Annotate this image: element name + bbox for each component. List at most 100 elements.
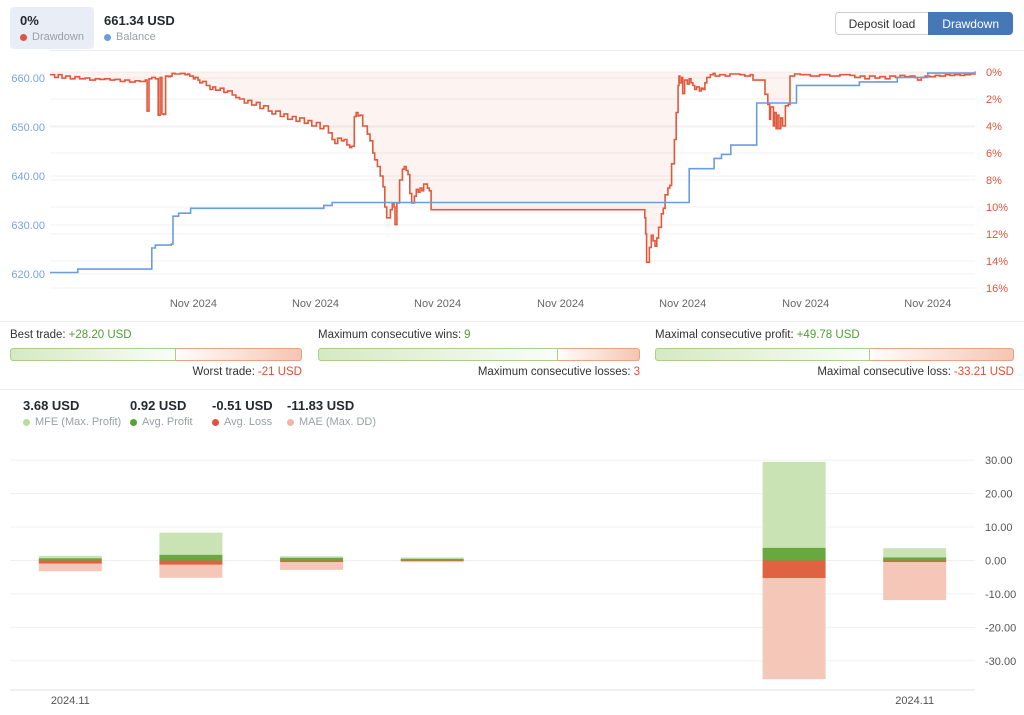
x-axis-tick-label: 2024.11 [51, 695, 90, 707]
right-axis-tick-label: 12% [986, 229, 1008, 241]
bars-group [38, 461, 947, 680]
gridlines-group [10, 459, 975, 662]
avg-loss-bar-segment [280, 560, 344, 563]
header-divider [50, 50, 1024, 51]
mfe-bar-segment [280, 556, 344, 558]
metric-mae: -11.83 USD MAE (Max. DD) [287, 399, 376, 428]
y-axis-tick-label: 0.00 [985, 556, 1006, 568]
avg-loss-bar-segment [762, 560, 826, 579]
metric-mfe-label: MFE (Max. Profit) [35, 416, 122, 428]
left-axis-tick-label: 630.00 [11, 220, 45, 232]
mae-bar-segment [762, 578, 826, 680]
avg-profit-bar-segment [280, 557, 344, 561]
right-axis-labels: 0% 2% 4% 6% 8% 10% 12% 14% 16% [986, 67, 1008, 295]
mfe-dot-icon [23, 419, 30, 426]
avg-profit-bar-segment [762, 547, 826, 561]
x-axis-tick-label: Nov 2024 [659, 298, 706, 310]
x-axis-tick-label: Nov 2024 [537, 298, 584, 310]
right-axis-tick-label: 16% [986, 283, 1008, 295]
balance-summary-value: 661.34 USD [104, 13, 175, 28]
metric-avg-loss-value: -0.51 USD [212, 398, 273, 413]
metric-avg-profit: 0.92 USD Avg. Profit [130, 399, 193, 428]
consecutive-loss-bar-segment [870, 348, 1014, 361]
balance-drawdown-chart: 660.00 650.00 640.00 630.00 620.00 0% 2% 4% 6% 8%… [0, 50, 1024, 320]
metric-mae-value: -11.83 USD [287, 398, 355, 413]
drawdown-line [50, 72, 976, 264]
mfe-bar-segment [400, 557, 464, 559]
y-axis-tick-label: -10.00 [985, 589, 1016, 601]
right-axis-tick-label: 2% [986, 94, 1002, 106]
consecutive-profit-bar-segment [655, 348, 871, 361]
max-consecutive-losses-label: Maximum consecutive losses: 3 [477, 366, 640, 378]
stats-section: Best trade: +28.20 USD Worst trade: -21 US… [0, 321, 1024, 389]
drawdown-button[interactable]: Drawdown [928, 12, 1013, 35]
max-consecutive-loss-label: Maximal consecutive loss: -33.21 USD [817, 366, 1014, 378]
right-axis-tick-label: 10% [986, 202, 1008, 214]
max-consecutive-profit-label: Maximal consecutive profit: +49.78 USD [655, 329, 860, 341]
y-axis-tick-label: 30.00 [985, 455, 1013, 467]
consecutive-wins-bar-segment [318, 348, 558, 361]
mae-dot-icon [287, 419, 294, 426]
avg-profit-bar-segment [400, 558, 464, 561]
avg-loss-bar-segment [38, 560, 102, 564]
drawdown-summary-label: Drawdown [32, 31, 84, 43]
x-axis-tick-label: Nov 2024 [414, 298, 461, 310]
drawdown-area-fill [50, 72, 975, 263]
consecutive-profit-loss-bar [655, 348, 1014, 361]
x-axis-tick-label: Nov 2024 [170, 298, 217, 310]
best-trade-label: Best trade: +28.20 USD [10, 329, 132, 341]
left-axis-tick-label: 620.00 [11, 269, 45, 281]
stats-bottom-divider [0, 389, 1024, 390]
mfe-mae-bar-chart: 30.00 20.00 10.00 0.00 -10.00 -20.00 -30.00 202… [0, 438, 1024, 715]
balance-summary[interactable]: 661.34 USD Balance [104, 14, 175, 43]
left-axis-tick-label: 650.00 [11, 122, 45, 134]
best-trade-bar-segment [10, 348, 177, 361]
metric-avg-loss: -0.51 USD Avg. Loss [212, 399, 273, 428]
metric-avg-profit-label: Avg. Profit [142, 416, 193, 428]
avg-loss-bar-segment [400, 560, 464, 562]
deposit-load-button[interactable]: Deposit load [834, 12, 929, 35]
x-axis-labels: 2024.11 2024.11 [51, 695, 934, 707]
y-axis-tick-label: -20.00 [985, 622, 1016, 634]
worst-trade-bar-segment [176, 348, 302, 361]
left-axis-labels: 660.00 650.00 640.00 630.00 620.00 [11, 73, 45, 281]
consecutive-losses-bar-segment [557, 348, 640, 361]
x-axis-tick-label: Nov 2024 [904, 298, 951, 310]
avg-loss-bar-segment [159, 560, 223, 565]
stat-consecutive-wins-losses: Maximum consecutive wins: 9 Maximum conse… [318, 321, 640, 389]
balance-summary-label: Balance [116, 31, 156, 43]
metrics-legend: 3.68 USD MFE (Max. Profit) 0.92 USD Avg.… [0, 399, 1024, 437]
mae-bar-segment [159, 564, 223, 578]
mfe-bar-segment [159, 532, 223, 555]
mfe-mae-bar-svg: 30.00 20.00 10.00 0.00 -10.00 -20.00 -30.00 202… [10, 455, 1016, 707]
avg-profit-bar-segment [38, 558, 102, 561]
mae-bar-segment [400, 561, 464, 563]
balance-line [50, 71, 976, 274]
avg-loss-bar-segment [883, 560, 947, 563]
avg-profit-bar-segment [883, 557, 947, 561]
avg-profit-bar-segment [159, 554, 223, 561]
stat-consecutive-profit-loss: Maximal consecutive profit: +49.78 USD Ma… [655, 321, 1014, 389]
max-consecutive-wins-label: Maximum consecutive wins: 9 [318, 329, 471, 341]
mfe-bar-segment [762, 461, 826, 548]
x-axis-tick-label: 2024.11 [895, 695, 934, 707]
mae-bar-segment [883, 562, 947, 601]
drawdown-dot-icon [20, 34, 27, 41]
balance-dot-icon [104, 34, 111, 41]
y-axis-tick-label: -30.00 [985, 656, 1016, 668]
drawdown-summary-chip[interactable]: 0% Drawdown [10, 7, 94, 49]
drawdown-summary-value: 0% [20, 13, 39, 28]
worst-trade-label: Worst trade: -21 USD [192, 366, 302, 378]
y-axis-tick-label: 10.00 [985, 522, 1013, 534]
left-axis-tick-label: 640.00 [11, 171, 45, 183]
metric-avg-profit-value: 0.92 USD [130, 398, 187, 413]
mae-bar-segment [38, 563, 102, 572]
stat-best-worst-trade: Best trade: +28.20 USD Worst trade: -21 US… [10, 321, 302, 389]
avg-loss-dot-icon [212, 419, 219, 426]
best-worst-trade-bar [10, 348, 302, 361]
metric-mfe-value: 3.68 USD [23, 398, 80, 413]
y-axis-labels: 30.00 20.00 10.00 0.00 -10.00 -20.00 -30.00 [985, 455, 1016, 668]
right-axis-tick-label: 8% [986, 175, 1002, 187]
x-axis-tick-label: Nov 2024 [292, 298, 339, 310]
